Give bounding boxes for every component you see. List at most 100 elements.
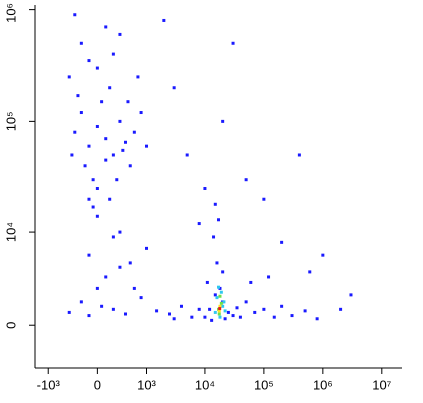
point	[218, 304, 222, 308]
point	[79, 41, 83, 45]
point	[118, 265, 122, 269]
point	[262, 307, 266, 311]
point	[197, 307, 201, 311]
point	[238, 315, 242, 319]
point	[79, 300, 83, 304]
point	[108, 86, 112, 90]
point	[253, 310, 257, 314]
point	[205, 280, 209, 284]
point	[79, 111, 83, 115]
point	[221, 270, 225, 274]
point	[121, 148, 125, 152]
point	[124, 312, 128, 316]
x-tick-label: -10³	[37, 377, 61, 392]
point	[95, 286, 99, 290]
point	[303, 309, 307, 313]
point	[185, 153, 189, 157]
point	[87, 197, 91, 201]
point	[321, 253, 325, 257]
point	[83, 164, 87, 168]
x-tick-label: 10⁷	[372, 377, 391, 392]
point	[111, 235, 115, 239]
point	[244, 178, 248, 182]
point	[221, 304, 225, 308]
x-tick-label: 10⁵	[254, 377, 274, 392]
point	[231, 41, 235, 45]
point	[231, 314, 235, 318]
point	[104, 25, 108, 29]
point	[217, 285, 221, 289]
point	[219, 290, 223, 294]
point	[222, 300, 226, 304]
point	[67, 310, 71, 314]
point	[132, 286, 136, 290]
point	[223, 309, 227, 313]
point	[111, 52, 115, 56]
point	[213, 293, 217, 297]
point	[172, 317, 176, 321]
y-tick-label: 10⁴	[3, 222, 18, 242]
point	[126, 100, 130, 104]
point	[104, 137, 108, 141]
point	[87, 144, 91, 148]
y-tick-label: 10⁶	[3, 3, 18, 23]
point	[73, 130, 77, 134]
point	[95, 214, 99, 218]
point	[179, 304, 183, 308]
x-tick-label: 10³	[137, 377, 156, 392]
x-tick-label: 0	[94, 377, 101, 392]
point	[213, 310, 217, 314]
point	[249, 280, 253, 284]
point	[128, 261, 132, 265]
point	[217, 309, 221, 313]
point	[95, 186, 99, 190]
point	[218, 294, 222, 298]
point	[104, 158, 108, 162]
point	[118, 230, 122, 234]
point	[132, 130, 136, 134]
point	[213, 202, 217, 206]
point	[100, 304, 104, 308]
point	[226, 310, 230, 314]
point	[215, 296, 219, 300]
point	[95, 66, 99, 70]
point	[217, 218, 221, 222]
point	[76, 94, 80, 98]
point	[235, 306, 239, 310]
point	[215, 261, 219, 265]
point	[115, 178, 119, 182]
point	[218, 315, 222, 319]
point	[280, 240, 284, 244]
point	[272, 315, 276, 319]
point	[280, 304, 284, 308]
point	[297, 153, 301, 157]
point	[190, 315, 194, 319]
point	[145, 246, 149, 250]
point	[315, 317, 319, 321]
x-tick-label: 10⁶	[313, 377, 333, 392]
point	[139, 111, 143, 115]
point	[308, 270, 312, 274]
point	[221, 119, 225, 123]
point	[339, 307, 343, 311]
y-tick-label: 0	[3, 322, 18, 329]
point	[172, 86, 176, 90]
point	[104, 275, 108, 279]
point	[244, 300, 248, 304]
point	[208, 307, 212, 311]
point	[91, 205, 95, 209]
point	[67, 75, 71, 79]
point	[111, 307, 115, 311]
point	[219, 301, 223, 305]
point	[217, 312, 221, 316]
point	[87, 314, 91, 318]
point	[118, 119, 122, 123]
point	[162, 18, 166, 22]
point	[197, 222, 201, 226]
point	[290, 314, 294, 318]
point	[218, 307, 222, 311]
point	[203, 186, 207, 190]
point	[118, 32, 122, 36]
x-tick-label: 10⁴	[195, 377, 215, 392]
